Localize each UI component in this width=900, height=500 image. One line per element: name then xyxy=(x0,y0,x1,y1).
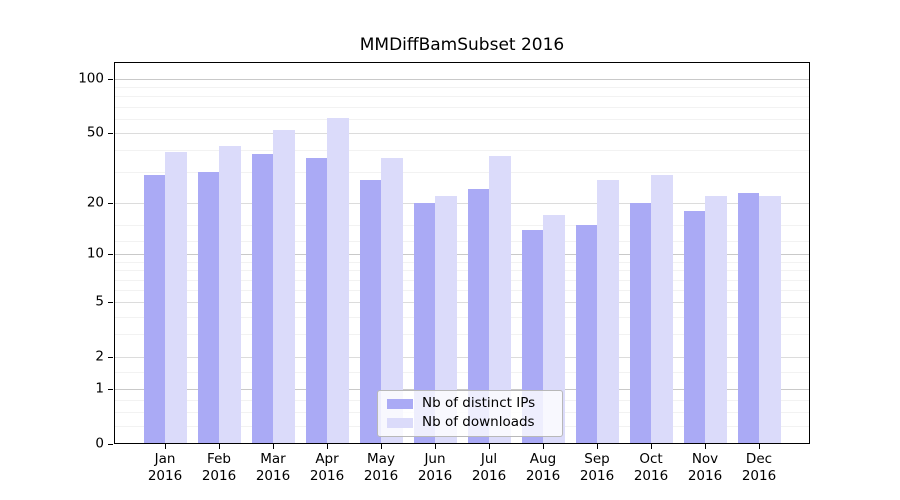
minor-gridline xyxy=(114,334,810,336)
legend-item-downloads: Nb of downloads xyxy=(387,416,553,430)
bar-distinct-ips xyxy=(359,180,381,444)
minor-gridline xyxy=(114,150,810,152)
minor-gridline xyxy=(114,224,810,226)
x-tick-mark xyxy=(380,444,382,449)
x-tick-mark xyxy=(758,444,760,449)
bar-downloads xyxy=(165,152,187,444)
x-tick-mark xyxy=(434,444,436,449)
major-gridline xyxy=(114,357,810,359)
minor-gridline xyxy=(114,106,810,108)
legend-swatch-downloads xyxy=(387,417,413,429)
bar-downloads xyxy=(597,180,619,444)
x-tick-label: Aug 2016 xyxy=(525,451,561,484)
bar-downloads xyxy=(327,117,349,444)
major-gridline xyxy=(114,254,810,256)
x-tick-mark xyxy=(164,444,166,449)
y-tick-mark xyxy=(108,444,113,445)
x-tick-mark xyxy=(488,444,490,449)
legend: Nb of distinct IPs Nb of downloads xyxy=(377,390,563,437)
bar-distinct-ips xyxy=(251,154,273,444)
legend-swatch-distinct-ips xyxy=(387,398,413,410)
minor-gridline xyxy=(114,270,810,272)
bar-downloads xyxy=(651,174,673,444)
bar-distinct-ips xyxy=(737,192,759,444)
x-tick-mark xyxy=(326,444,328,449)
x-tick-label: Jul 2016 xyxy=(471,451,507,484)
y-tick-mark xyxy=(108,302,113,304)
bar-distinct-ips xyxy=(305,158,327,444)
legend-label-distinct-ips: Nb of distinct IPs xyxy=(422,395,536,412)
x-tick-label: Apr 2016 xyxy=(309,451,345,484)
bar-distinct-ips xyxy=(683,211,705,444)
minor-gridline xyxy=(114,279,810,281)
x-tick-mark xyxy=(218,444,220,449)
x-tick-mark xyxy=(272,444,274,449)
y-tick-label: 2 xyxy=(95,348,104,365)
bar-distinct-ips xyxy=(413,203,435,444)
x-tick-label: Nov 2016 xyxy=(687,451,723,484)
major-gridline xyxy=(114,132,810,134)
y-tick-mark xyxy=(108,132,113,134)
bar-downloads xyxy=(435,195,457,444)
x-tick-label: Oct 2016 xyxy=(633,451,669,484)
x-tick-label: Sep 2016 xyxy=(579,451,615,484)
major-gridline xyxy=(114,302,810,304)
y-tick-label: 5 xyxy=(95,293,104,310)
minor-gridline xyxy=(114,118,810,120)
x-tick-label: Jan 2016 xyxy=(147,451,183,484)
x-tick-label: Jun 2016 xyxy=(417,451,453,484)
minor-gridline xyxy=(114,172,810,174)
x-tick-label: May 2016 xyxy=(363,451,399,484)
minor-gridline xyxy=(114,96,810,98)
bar-downloads xyxy=(759,195,781,444)
minor-gridline xyxy=(114,241,810,243)
y-tick-label: 1 xyxy=(95,380,104,397)
y-tick-label: 20 xyxy=(86,194,104,211)
y-tick-label: 100 xyxy=(78,70,104,87)
y-tick-mark xyxy=(108,78,113,80)
x-tick-mark xyxy=(704,444,706,449)
bar-downloads xyxy=(219,146,241,444)
legend-item-distinct-ips: Nb of distinct IPs xyxy=(387,397,553,411)
major-gridline xyxy=(114,78,810,80)
bar-downloads xyxy=(489,156,511,444)
bar-distinct-ips xyxy=(629,203,651,444)
major-gridline xyxy=(114,389,810,391)
y-tick-label: 50 xyxy=(86,124,104,141)
bar-distinct-ips xyxy=(197,172,219,444)
bar-downloads xyxy=(381,158,403,444)
minor-gridline xyxy=(114,87,810,89)
x-tick-mark xyxy=(596,444,598,449)
legend-label-downloads: Nb of downloads xyxy=(422,414,535,431)
x-tick-label: Feb 2016 xyxy=(201,451,237,484)
y-tick-mark xyxy=(108,254,113,256)
minor-gridline xyxy=(114,261,810,263)
x-tick-mark xyxy=(542,444,544,449)
y-tick-label: 0 xyxy=(95,435,104,452)
bar-distinct-ips xyxy=(575,224,597,444)
x-tick-label: Mar 2016 xyxy=(255,451,291,484)
plot-area: 0 1 2 5 10 20 50 100 Jan 2016 Feb 2016 Mar 2016 Apr… xyxy=(78,62,810,484)
y-tick-mark xyxy=(108,203,113,205)
bar-downloads xyxy=(705,195,727,444)
x-tick-label: Dec 2016 xyxy=(741,451,777,484)
bar-distinct-ips xyxy=(467,189,489,444)
y-tick-mark xyxy=(108,389,113,391)
minor-gridline xyxy=(114,290,810,291)
bar-downloads xyxy=(543,215,565,444)
bar-downloads xyxy=(273,129,295,444)
major-gridline xyxy=(114,203,810,205)
minor-gridline xyxy=(114,316,810,318)
x-tick-mark xyxy=(650,444,652,449)
y-tick-label: 10 xyxy=(86,245,104,262)
y-tick-mark xyxy=(108,357,113,359)
minor-gridline xyxy=(114,371,810,373)
bar-distinct-ips xyxy=(143,174,165,444)
chart-title: MMDiffBamSubset 2016 xyxy=(359,35,565,55)
